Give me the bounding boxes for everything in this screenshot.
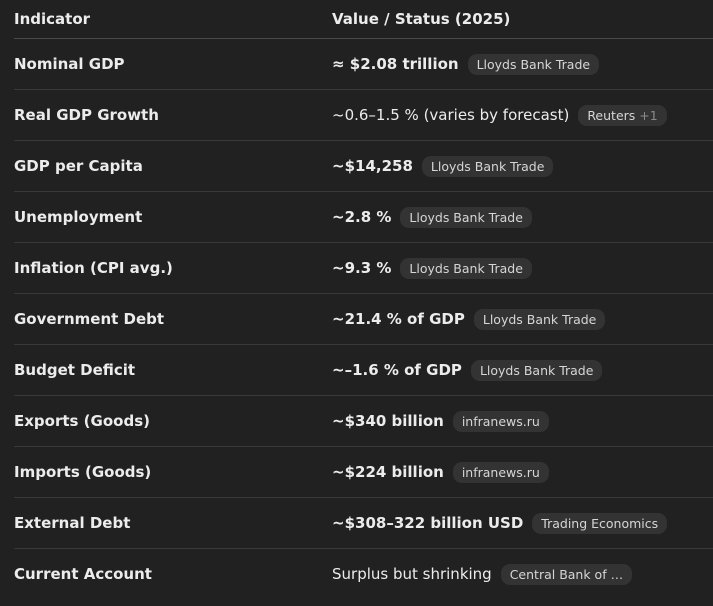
source-badge[interactable]: Central Bank of … <box>500 563 633 585</box>
table-row: Government Debt ~21.4 % of GDP Lloyds Ba… <box>14 294 713 345</box>
source-name: Lloyds Bank Trade <box>476 56 591 72</box>
indicator-value: ~–1.6 % of GDP <box>332 361 462 379</box>
source-badge[interactable]: Lloyds Bank Trade <box>470 359 603 381</box>
source-name: Lloyds Bank Trade <box>482 311 597 327</box>
source-name: Lloyds Bank Trade <box>409 260 523 276</box>
value-cell: ~–1.6 % of GDP Lloyds Bank Trade <box>332 359 713 381</box>
source-badge[interactable]: Lloyds Bank Trade <box>421 155 554 177</box>
value-cell: ~21.4 % of GDP Lloyds Bank Trade <box>332 308 713 330</box>
source-badge[interactable]: Lloyds Bank Trade <box>400 257 532 279</box>
indicator-value: ~0.6–1.5 % (varies by forecast) <box>332 106 570 124</box>
table-header: Indicator Value / Status (2025) <box>14 0 713 39</box>
indicator-label: Nominal GDP <box>14 55 125 73</box>
table-row: Inflation (CPI avg.) ~9.3 % Lloyds Bank … <box>14 243 713 294</box>
indicator-label: Budget Deficit <box>14 361 136 379</box>
source-badge[interactable]: infranews.ru <box>452 410 549 432</box>
table-row: Real GDP Growth ~0.6–1.5 % (varies by fo… <box>14 90 713 141</box>
indicator-label: Inflation (CPI avg.) <box>14 259 173 277</box>
source-badge[interactable]: Lloyds Bank Trade <box>473 308 606 330</box>
indicator-label: Unemployment <box>14 208 143 226</box>
indicator-label: Imports (Goods) <box>14 463 152 481</box>
value-cell: ~2.8 % Lloyds Bank Trade <box>332 206 713 228</box>
value-cell: Surplus but shrinking Central Bank of … <box>332 563 713 585</box>
indicator-value: ~9.3 % <box>332 259 392 277</box>
source-badge[interactable]: Lloyds Bank Trade <box>467 53 600 75</box>
indicator-value: ~2.8 % <box>332 208 392 226</box>
value-cell: ~$224 billion infranews.ru <box>332 461 713 483</box>
table-row: Unemployment ~2.8 % Lloyds Bank Trade <box>14 192 713 243</box>
source-badge[interactable]: Trading Economics <box>532 512 668 534</box>
indicator-value: ~$340 billion <box>332 412 444 430</box>
table-row: Current Account Surplus but shrinking Ce… <box>14 549 713 599</box>
value-cell: ~$308–322 billion USD Trading Economics <box>332 512 713 534</box>
source-name: Lloyds Bank Trade <box>479 362 594 378</box>
indicator-label: External Debt <box>14 514 131 532</box>
indicator-label: GDP per Capita <box>14 157 143 175</box>
table-row: Exports (Goods) ~$340 billion infranews.… <box>14 396 713 447</box>
indicator-label: Exports (Goods) <box>14 412 150 430</box>
indicator-value: ~$308–322 billion USD <box>332 514 524 532</box>
source-name: Trading Economics <box>541 515 659 531</box>
value-cell: ~$340 billion infranews.ru <box>332 410 713 432</box>
table-row: Budget Deficit ~–1.6 % of GDP Lloyds Ban… <box>14 345 713 396</box>
value-cell: ~0.6–1.5 % (varies by forecast) Reuters +… <box>332 104 713 126</box>
source-extra-count: +1 <box>639 107 658 123</box>
table-row: Imports (Goods) ~$224 billion infranews.… <box>14 447 713 498</box>
indicator-value: ≈ $2.08 trillion <box>332 55 459 73</box>
header-indicator: Indicator <box>14 10 91 28</box>
table-row: External Debt ~$308–322 billion USD Trad… <box>14 498 713 549</box>
source-name: Lloyds Bank Trade <box>430 158 545 174</box>
table-row: GDP per Capita ~$14,258 Lloyds Bank Trad… <box>14 141 713 192</box>
header-value-status: Value / Status (2025) <box>332 10 511 28</box>
source-badge[interactable]: Reuters +1 <box>578 104 667 126</box>
indicator-label: Real GDP Growth <box>14 106 159 124</box>
indicator-label: Current Account <box>14 565 152 583</box>
indicator-value: ~21.4 % of GDP <box>332 310 465 328</box>
source-name: infranews.ru <box>461 464 540 480</box>
value-cell: ~$14,258 Lloyds Bank Trade <box>332 155 713 177</box>
value-cell: ~9.3 % Lloyds Bank Trade <box>332 257 713 279</box>
source-name: infranews.ru <box>461 413 540 429</box>
source-name: Lloyds Bank Trade <box>409 209 523 225</box>
indicator-value: ~$224 billion <box>332 463 444 481</box>
value-cell: ≈ $2.08 trillion Lloyds Bank Trade <box>332 53 713 75</box>
indicator-label: Government Debt <box>14 310 165 328</box>
source-badge[interactable]: Lloyds Bank Trade <box>400 206 532 228</box>
source-name: Central Bank of … <box>509 566 624 582</box>
indicator-value: Surplus but shrinking <box>332 565 492 583</box>
indicator-value: ~$14,258 <box>332 157 413 175</box>
source-badge[interactable]: infranews.ru <box>452 461 549 483</box>
table-row: Nominal GDP ≈ $2.08 trillion Lloyds Bank… <box>14 39 713 90</box>
source-name: Reuters <box>587 107 636 123</box>
